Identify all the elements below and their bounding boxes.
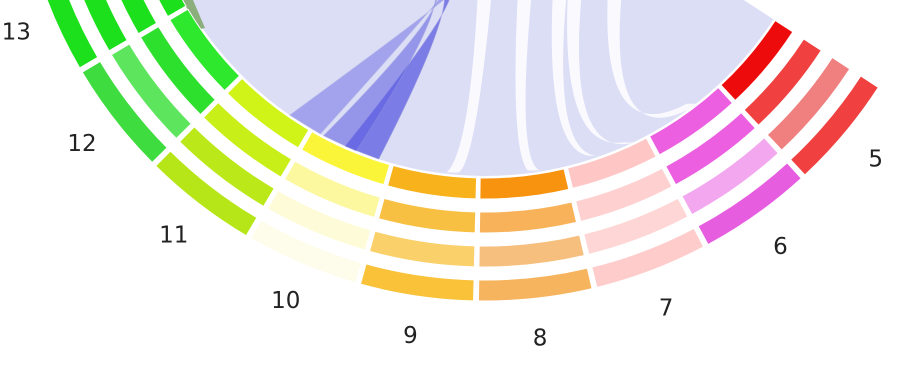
- chord-layer: [183, 0, 774, 176]
- label-layer: 5 6 7 8 9 10 11 12 13: [2, 19, 883, 351]
- ring-segment-6-track-3: [681, 137, 780, 216]
- segment-label-5: 5: [868, 146, 883, 172]
- segment-label-6: 6: [773, 234, 788, 260]
- chord-ribbon-green: [183, 0, 205, 30]
- chord-gap: [515, 0, 540, 171]
- ring-segment-13-track-4: [46, 0, 99, 69]
- ring-segment-8-track-3: [478, 234, 585, 268]
- ring-segment-7-track-3: [583, 197, 689, 256]
- chord-gap: [446, 0, 492, 173]
- chord-ribbon-dark: [289, 0, 445, 135]
- ring-segment-11-track-3: [178, 126, 275, 208]
- chord-gap: [551, 0, 602, 156]
- ring-segment-9-track-3: [368, 230, 476, 268]
- segment-label-7: 7: [659, 295, 674, 321]
- ring-segment-6-track-4: [697, 162, 802, 246]
- ring-segment-12-track-3: [110, 43, 192, 140]
- segment-label-12: 12: [67, 131, 96, 157]
- ring-segment-8-track-1: [479, 168, 570, 200]
- ring-segment-13-track-2: [120, 0, 158, 35]
- ring-segment-5-track-1: [720, 19, 794, 102]
- segment-label-13: 13: [2, 19, 31, 45]
- segment-label-8: 8: [533, 326, 548, 352]
- chord-gap: [607, 0, 699, 118]
- chord-gap: [567, 0, 635, 144]
- ring-segment-12-track-1: [169, 8, 241, 92]
- ring-segment-9-track-4: [359, 263, 475, 302]
- ring-segment-6-track-1: [648, 86, 734, 156]
- ring-segment-5-track-4: [789, 75, 880, 176]
- ring-segment-5-track-3: [766, 56, 851, 151]
- ring-layer: [46, 0, 880, 302]
- ring-segment-12-track-2: [139, 25, 217, 116]
- ring-segment-11-track-1: [226, 77, 310, 149]
- segment-label-9: 9: [403, 323, 418, 349]
- ring-segment-12-track-4: [81, 60, 168, 164]
- ring-segment-10-track-3: [266, 189, 372, 251]
- segment-label-11: 11: [159, 223, 188, 249]
- ring-segment-9-track-1: [386, 164, 478, 200]
- ring-segment-7-track-1: [566, 137, 657, 190]
- ring-segment-9-track-2: [377, 197, 477, 234]
- chord-ribbon-dark: [322, 0, 438, 152]
- ring-segment-10-track-1: [300, 130, 391, 186]
- ring-segment-8-track-2: [478, 201, 578, 234]
- ring-segment-10-track-2: [283, 160, 381, 219]
- ring-segment-13-track-3: [83, 0, 128, 52]
- ring-segment-11-track-4: [154, 150, 258, 237]
- segment-label-10: 10: [271, 288, 300, 314]
- ring-segment-7-track-4: [591, 227, 705, 289]
- ring-segment-8-track-4: [477, 267, 593, 302]
- ring-segment-5-track-2: [743, 38, 822, 126]
- ring-segment-7-track-2: [575, 167, 673, 223]
- ring-segment-13-track-1: [158, 0, 187, 18]
- ring-segment-10-track-4: [249, 219, 363, 284]
- ring-segment-6-track-2: [665, 111, 757, 186]
- ring-segment-11-track-2: [202, 101, 293, 178]
